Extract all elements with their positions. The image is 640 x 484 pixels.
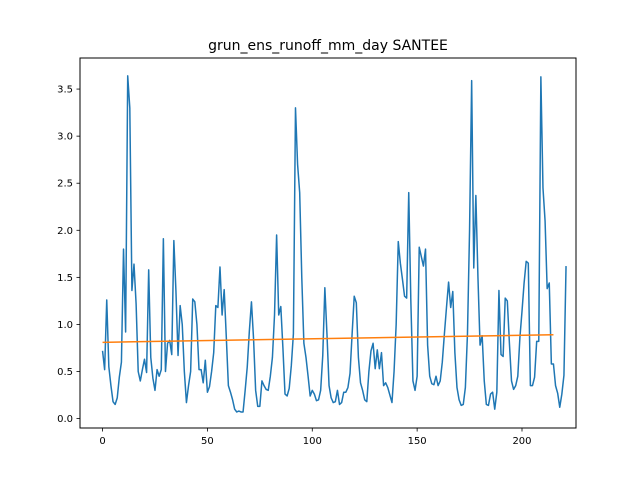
y-tick-label: 2.5 [57,179,73,190]
y-tick-label: 0.5 [57,367,73,378]
chart-title: grun_ens_runoff_mm_day SANTEE [208,38,448,54]
y-tick-label: 3.5 [57,85,73,96]
y-tick-label: 3.0 [57,132,73,143]
x-tick-label: 200 [512,436,531,447]
x-tick-label: 150 [408,436,427,447]
series-2-line [102,334,554,344]
axes-frame [79,57,577,429]
series-1-line [101,75,567,413]
y-tick-label: 2.0 [57,226,73,237]
y-tick-label: 1.0 [57,320,73,331]
y-axis: 0.0 0.5 1.0 1.5 2.0 2.5 3.0 3.5 [57,85,80,425]
x-axis: 0 50 100 150 200 [99,428,532,447]
x-tick-label: 100 [303,436,322,447]
x-tick-label: 0 [99,436,105,447]
plot-area [101,75,567,413]
y-tick-label: 0.0 [57,414,73,425]
x-tick-label: 50 [201,436,214,447]
y-tick-label: 1.5 [57,273,73,284]
